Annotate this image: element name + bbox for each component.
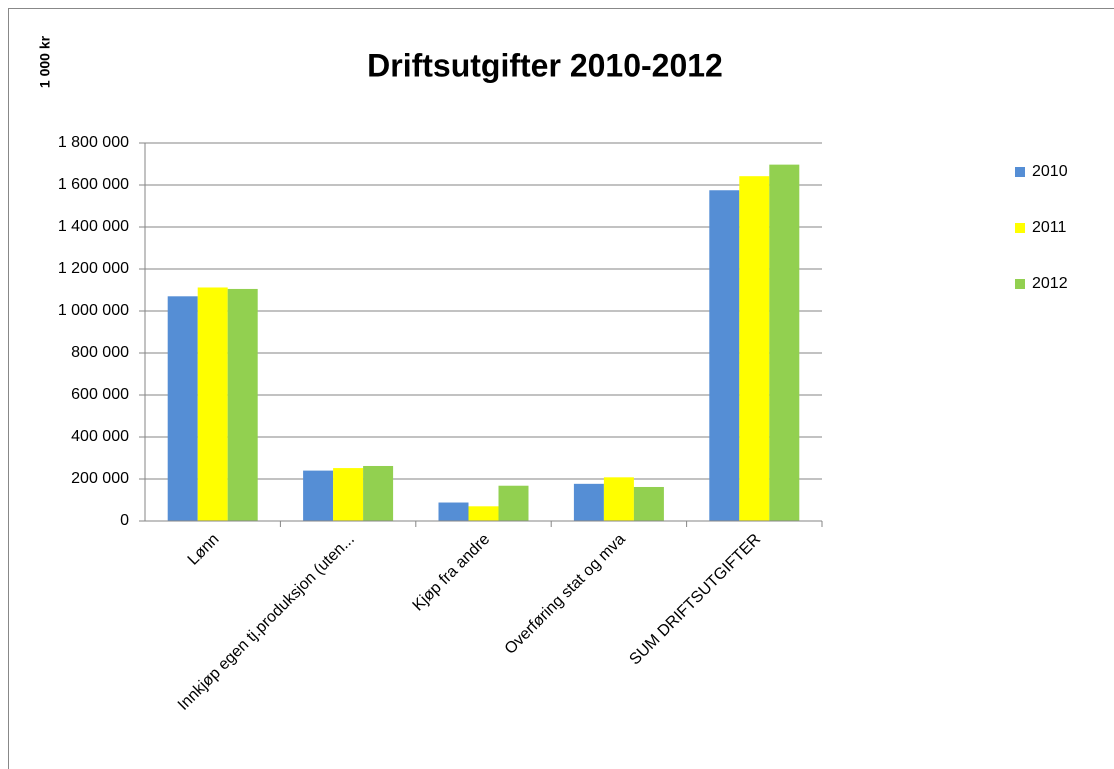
y-tick-label: 1 000 000 (58, 302, 129, 319)
bar (333, 468, 364, 521)
bar (498, 485, 529, 521)
legend-swatch (1015, 167, 1025, 177)
y-tick-label: 200 000 (71, 470, 129, 487)
y-tick-label: 0 (120, 512, 129, 529)
y-axis-label: 1 000 kr (37, 35, 53, 88)
legend-label: 2011 (1032, 219, 1067, 236)
bar (363, 465, 394, 521)
bar (227, 288, 258, 521)
y-tick-label: 1 200 000 (58, 260, 129, 277)
bar (303, 470, 334, 521)
bar (197, 287, 228, 521)
y-tick-label: 1 400 000 (58, 218, 129, 235)
y-tick-label: 1 800 000 (58, 134, 129, 151)
legend-swatch (1015, 279, 1025, 289)
legend-swatch (1015, 223, 1025, 233)
bar (603, 477, 634, 521)
bar (573, 483, 604, 521)
bar (167, 296, 198, 521)
chart-title: Driftsutgifter 2010-2012 (367, 47, 723, 83)
bar (739, 176, 770, 521)
y-tick-label: 600 000 (71, 386, 129, 403)
legend-label: 2012 (1032, 275, 1068, 292)
bar (633, 486, 664, 521)
y-tick-label: 400 000 (71, 428, 129, 445)
y-tick-label: 1 600 000 (58, 176, 129, 193)
legend-label: 2010 (1032, 163, 1068, 180)
bar (769, 164, 800, 521)
bar (438, 502, 469, 521)
bar (709, 190, 740, 521)
y-tick-label: 800 000 (71, 344, 129, 361)
bar (468, 506, 499, 521)
